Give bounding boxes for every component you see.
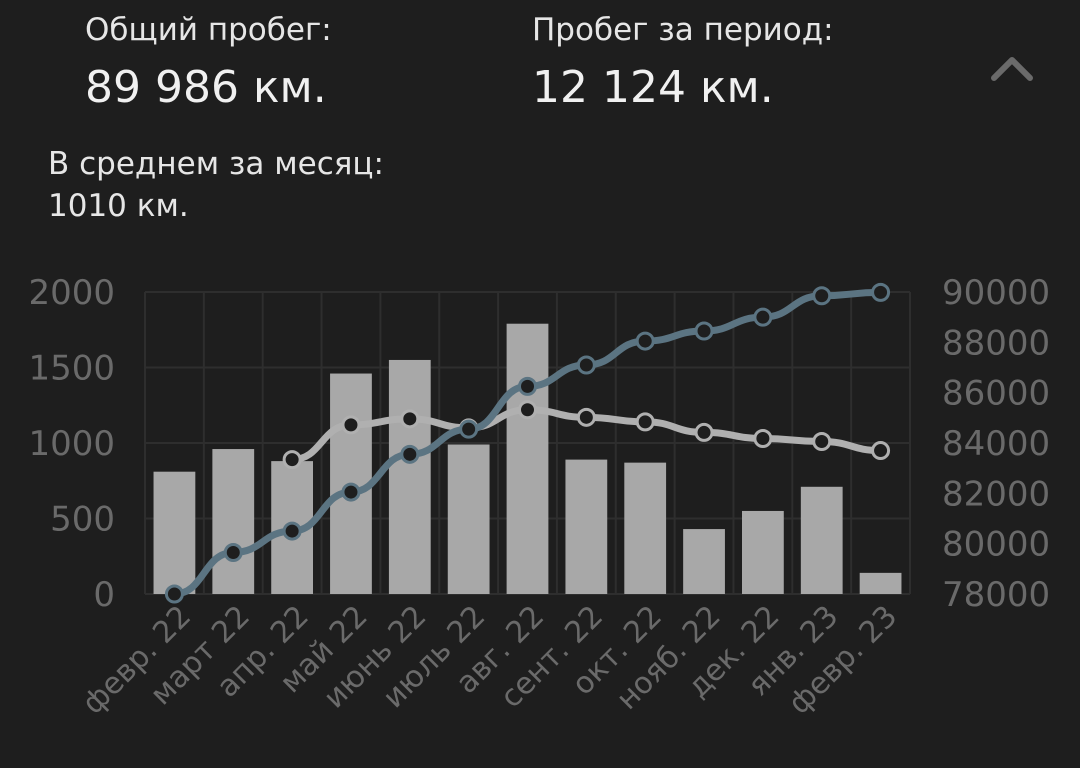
- y-right-tick-label: 84000: [942, 424, 1050, 464]
- chevron-up-icon: [991, 57, 1033, 81]
- bar: [212, 449, 255, 594]
- y-left-tick-label: 2000: [28, 273, 115, 313]
- bar: [447, 444, 490, 594]
- monthly-average-label: В среднем за месяц:: [48, 146, 384, 182]
- bar: [388, 359, 431, 594]
- period-mileage-label: Пробег за период:: [532, 12, 834, 48]
- y-right-tick-label: 78000: [942, 575, 1050, 615]
- average-line-point: [812, 431, 832, 451]
- cumulative-line-point: [635, 331, 655, 351]
- y-left-tick-label: 500: [50, 500, 115, 540]
- period-mileage-value: 12 124 км.: [532, 62, 774, 113]
- average-line-point: [871, 441, 891, 461]
- cumulative-line-point: [576, 355, 596, 375]
- cumulative-line-point: [341, 482, 361, 502]
- cumulative-line-point: [694, 321, 714, 341]
- collapse-button[interactable]: [990, 52, 1034, 82]
- bar: [683, 529, 725, 594]
- y-left-tick-label: 0: [93, 575, 115, 615]
- cumulative-line-point: [753, 307, 773, 327]
- cumulative-line-point: [400, 444, 420, 464]
- average-line-point: [576, 407, 596, 427]
- y-right-tick-label: 82000: [942, 474, 1050, 514]
- y-right-tick-label: 86000: [942, 374, 1050, 414]
- average-line-point: [341, 415, 361, 435]
- average-line-point: [694, 422, 714, 442]
- cumulative-line-point: [812, 286, 832, 306]
- bar: [624, 462, 667, 594]
- y-left-tick-label: 1000: [28, 424, 115, 464]
- bar: [565, 459, 608, 594]
- cumulative-line-point: [282, 521, 302, 541]
- average-line-point: [400, 409, 420, 429]
- average-line-point: [282, 450, 302, 470]
- cumulative-line-point: [518, 376, 537, 396]
- y-right-tick-label: 80000: [942, 525, 1050, 565]
- bar: [506, 323, 549, 594]
- y-right-tick-label: 88000: [942, 323, 1050, 363]
- total-mileage-label: Общий пробег:: [85, 12, 332, 48]
- average-line-point: [518, 400, 537, 420]
- monthly-average-value: 1010 км.: [48, 188, 189, 224]
- cumulative-line-point: [223, 542, 243, 562]
- bar: [741, 510, 784, 594]
- bar: [859, 572, 902, 594]
- cumulative-line-point: [871, 282, 891, 302]
- average-line-point: [635, 412, 655, 432]
- cumulative-line-point: [164, 584, 184, 604]
- y-left-tick-label: 1500: [28, 349, 115, 389]
- total-mileage-value: 89 986 км.: [85, 62, 327, 113]
- average-line-point: [753, 428, 773, 448]
- bar: [800, 486, 843, 594]
- cumulative-line-point: [459, 419, 479, 439]
- y-right-tick-label: 90000: [942, 273, 1050, 313]
- bar: [153, 471, 196, 594]
